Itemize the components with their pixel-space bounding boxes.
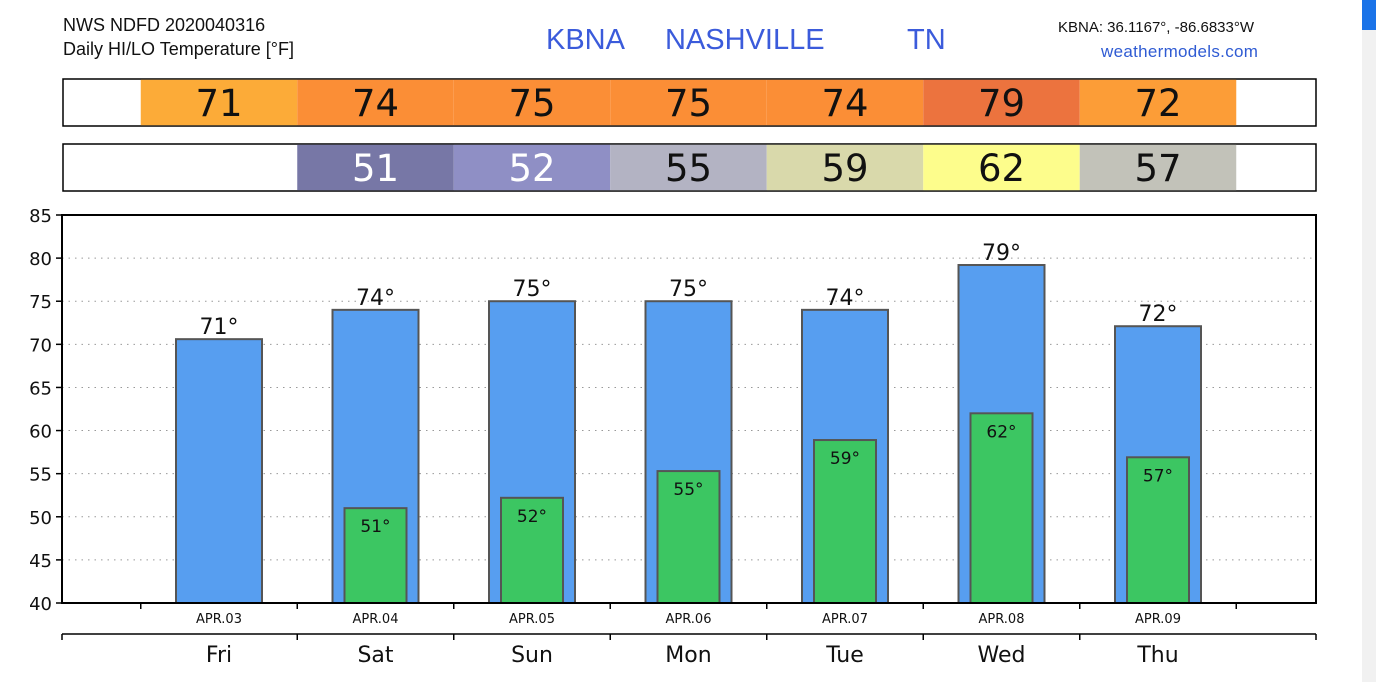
hi-bar-label: 79° — [982, 241, 1021, 266]
weekday-label: Fri — [206, 643, 232, 668]
hi-strip-cell — [766, 79, 924, 126]
hi-strip-cell — [923, 79, 1080, 126]
product-line: Daily HI/LO Temperature [°F] — [63, 39, 294, 59]
date-label: APR.05 — [509, 612, 555, 627]
hi-strip-cell — [297, 79, 454, 126]
hi-strip-value: 72 — [1134, 82, 1181, 125]
scrollbar-track[interactable] — [1362, 0, 1376, 682]
grid-lines — [62, 257, 1316, 561]
date-label: APR.03 — [196, 612, 242, 627]
axes — [56, 214, 1317, 640]
site-link[interactable]: weathermodels.com — [1101, 42, 1259, 61]
coords-label: KBNA: 36.1167°, -86.6833°W — [1058, 19, 1254, 36]
lo-strip-cell — [1079, 144, 1237, 191]
date-label: APR.07 — [822, 612, 868, 627]
weekday-label: Sat — [357, 643, 393, 668]
lo-strip-value: 55 — [665, 147, 712, 190]
hi-bar — [175, 338, 263, 604]
station-code: KBNA — [546, 24, 625, 56]
weekday-label: Thu — [1136, 643, 1178, 668]
lo-bar — [1126, 456, 1190, 605]
hi-bar-label: 75° — [669, 277, 708, 302]
hi-strip-cell — [1079, 79, 1237, 126]
date-label: APR.08 — [979, 612, 1025, 627]
hi-bar-label: 72° — [1139, 302, 1178, 327]
weekday-label: Tue — [825, 643, 864, 668]
state-name: TN — [907, 24, 946, 56]
lo-bar — [969, 412, 1034, 604]
lo-strip-value: 51 — [352, 147, 399, 190]
lo-strip-cell — [766, 144, 924, 191]
y-tick-label: 45 — [29, 551, 52, 572]
hi-strip-value: 75 — [508, 82, 555, 125]
lo-bar-label: 55° — [673, 480, 703, 500]
lo-strip-value: 52 — [508, 147, 555, 190]
lo-strip-cell — [453, 144, 611, 191]
lo-bar-label: 59° — [830, 449, 860, 469]
hi-strip-value: 74 — [821, 82, 868, 125]
y-tick-label: 85 — [29, 206, 52, 227]
hi-bar-label: 74° — [826, 286, 865, 311]
y-tick-label: 60 — [29, 422, 52, 443]
hi-bar-label: 74° — [356, 286, 395, 311]
weekday-label: Mon — [665, 643, 711, 668]
y-tick-label: 80 — [29, 249, 52, 270]
y-tick-label: 40 — [29, 594, 52, 615]
y-tick-label: 75 — [29, 292, 52, 313]
temperature-strips: 71 74 75 75 74 79 72 51 52 55 59 62 57 — [62, 78, 1317, 192]
hi-strip-value: 74 — [352, 82, 399, 125]
y-tick-label: 55 — [29, 465, 52, 486]
lo-strip-cell — [297, 144, 454, 191]
lo-strip-value: 59 — [821, 147, 868, 190]
source-line: NWS NDFD 2020040316 — [63, 15, 266, 35]
hi-strip-cell — [140, 79, 298, 126]
y-tick-label: 65 — [29, 378, 52, 399]
hi-bar-label: 75° — [513, 277, 552, 302]
y-tick-label: 50 — [29, 508, 52, 529]
date-label: APR.06 — [666, 612, 712, 627]
hi-strip-value: 79 — [978, 82, 1025, 125]
lo-bar-label: 62° — [986, 422, 1016, 442]
city-name: NASHVILLE — [665, 24, 825, 56]
hi-strip-cell — [453, 79, 611, 126]
weekday-label: Sun — [511, 643, 553, 668]
date-label: APR.09 — [1135, 612, 1181, 627]
lo-strip-value: 62 — [978, 147, 1025, 190]
lo-bar-label: 51° — [360, 517, 390, 537]
lo-bar — [500, 496, 564, 605]
lo-strip-cell — [610, 144, 767, 191]
hi-strip-value: 71 — [195, 82, 242, 125]
hi-bar-label: 71° — [200, 315, 239, 340]
lo-bar-label: 52° — [517, 507, 547, 527]
labels: 71° 74° 51° 75° 52° 75° 55° 74° 59° 79° 62° 72° 57° 4… — [29, 206, 1181, 668]
scrollbar-thumb[interactable] — [1362, 0, 1376, 30]
weekday-label: Wed — [978, 643, 1026, 668]
plot-frame — [61, 214, 1317, 604]
lo-strip-cell — [923, 144, 1080, 191]
lo-bar-label: 57° — [1143, 466, 1173, 486]
date-label: APR.04 — [353, 612, 399, 627]
y-tick-label: 70 — [29, 335, 52, 356]
bars — [175, 264, 1202, 605]
lo-strip-value: 57 — [1134, 147, 1181, 190]
hi-strip-cell — [610, 79, 767, 126]
hi-strip-value: 75 — [665, 82, 712, 125]
